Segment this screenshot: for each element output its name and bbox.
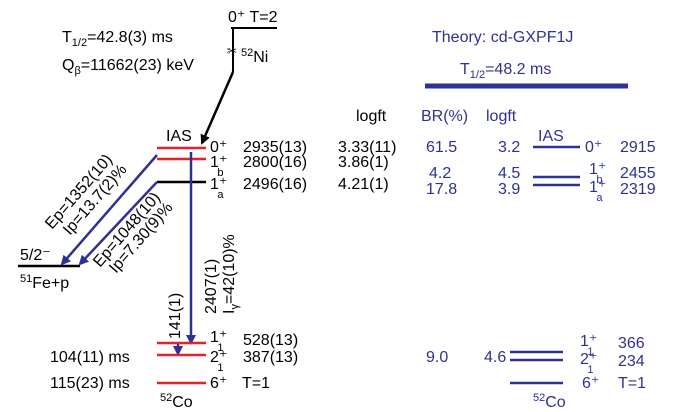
exp-level-1b-logft: 3.86(1): [338, 154, 389, 171]
exp-level-ias-logft: 3.33(11): [338, 139, 396, 156]
theory-level-6plus-isospin: T=1: [618, 375, 646, 392]
beta-decay-arrow: [200, 71, 235, 145]
exp-level-2plus1-spin: 2⁺ 1: [210, 349, 227, 374]
theory-level-2plus1-energy: 234: [618, 353, 645, 370]
proton-final-nucleus: 51Fe+p: [20, 273, 69, 292]
theory-level-2plus1-spin: 2⁺ 1: [580, 351, 597, 376]
exp-level-2plus1-energy: 387(13): [243, 349, 298, 366]
theory-level-ias-spin: 0⁺: [585, 139, 602, 156]
exp-level-1a-energy: 2496(16): [243, 176, 307, 193]
theory-logft-header: logft: [486, 108, 517, 125]
theory-level-2plus1-logft: 4.6: [484, 349, 506, 366]
theory-level-6plus-spin: 6⁺: [582, 375, 599, 392]
theory-daughter-nucleus: 52Co: [533, 392, 566, 411]
parent-q-value: Qβ=11662(23) keV: [62, 57, 194, 77]
gamma-141-energy: 141(1): [167, 293, 184, 339]
parent-spin-isospin: 0⁺ T=2: [228, 9, 278, 26]
theory-level-1plus1-energy: 366: [618, 335, 645, 352]
exp-level-ias-spin: 0⁺: [210, 139, 227, 156]
parent-nucleus-label: 52Ni: [241, 47, 268, 66]
theory-level-1a-spin: 1⁺ a: [589, 179, 606, 204]
theory-level-1b-logft: 4.5: [498, 165, 520, 182]
gamma-2407-intensity: Iγ=42(10)%: [221, 234, 241, 314]
theory-level-1a-energy: 2319: [620, 181, 656, 198]
exp-level-1b-energy: 2800(16): [243, 154, 307, 171]
exp-level-6plus-half-life: 115(23) ms: [50, 375, 130, 392]
theory-level-ias-logft: 3.2: [498, 139, 520, 156]
exp-level-1a-spin: 1⁺ a: [210, 176, 227, 201]
exp-ias-label: IAS: [166, 128, 192, 145]
theory-level-1b-spin: 1⁺ b: [589, 161, 606, 186]
theory-half-life: T1/2=48.2 ms: [460, 61, 551, 81]
proton-branch-1-arrow: [60, 154, 158, 266]
theory-level-ias-br: 61.5: [426, 139, 457, 156]
exp-level-1plus1-spin: 1⁺ 1: [210, 329, 227, 354]
parent-half-life: T1/2=42.8(3) ms: [62, 29, 173, 49]
scissor-icon: ✂: [227, 44, 237, 58]
exp-level-1a-logft: 4.21(1): [338, 176, 389, 193]
exp-level-6plus-spin: 6⁺: [210, 375, 227, 392]
theory-level-1a-br: 17.8: [426, 181, 457, 198]
theory-level-1plus1-spin: 1⁺ 1: [580, 333, 597, 358]
theory-level-ias-energy: 2915: [620, 139, 656, 156]
exp-daughter-nucleus: 52Co: [160, 392, 193, 411]
exp-level-6plus-isospin: T=1: [242, 375, 270, 392]
theory-br-header: BR(%): [421, 108, 468, 125]
theory-level-1b-energy: 2455: [620, 165, 656, 182]
gamma-2407-energy: 2407(1): [203, 259, 220, 314]
theory-level-1a-logft: 3.9: [498, 181, 520, 198]
proton-branch-2-arrow: [78, 181, 158, 266]
theory-level-2plus1-br: 9.0: [426, 349, 448, 366]
exp-logft-header: logft: [356, 108, 387, 125]
proton-final-spin: 5/2⁻: [20, 247, 51, 264]
theory-ias-label: IAS: [538, 128, 564, 145]
exp-level-ias-energy: 2935(13): [243, 139, 307, 156]
theory-level-1b-br: 4.2: [429, 165, 451, 182]
exp-level-1plus1-energy: 528(13): [243, 332, 298, 349]
exp-level-1b-spin: 1⁺ b: [210, 154, 227, 179]
exp-level-2plus1-half-life: 104(11) ms: [50, 349, 130, 366]
theory-title: Theory: cd-GXPF1J: [432, 29, 573, 46]
